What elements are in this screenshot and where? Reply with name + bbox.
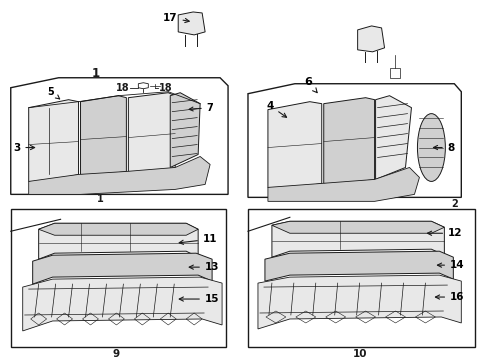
Polygon shape [29, 100, 79, 183]
Polygon shape [247, 209, 474, 347]
Text: 16: 16 [434, 292, 464, 302]
Polygon shape [389, 68, 399, 78]
Polygon shape [258, 275, 460, 329]
Text: 2: 2 [450, 199, 457, 210]
Polygon shape [267, 102, 321, 192]
Polygon shape [178, 12, 204, 35]
Polygon shape [22, 277, 222, 331]
Text: 18: 18 [115, 83, 129, 93]
Polygon shape [267, 167, 419, 201]
Text: 4: 4 [265, 101, 286, 117]
Text: 18: 18 [158, 83, 172, 93]
Text: 6: 6 [303, 77, 317, 93]
Polygon shape [357, 26, 384, 52]
Text: 17: 17 [163, 13, 189, 23]
Polygon shape [11, 209, 225, 347]
Text: 12: 12 [427, 228, 462, 238]
Polygon shape [170, 93, 200, 167]
Polygon shape [33, 253, 212, 284]
Polygon shape [247, 84, 460, 197]
Polygon shape [271, 221, 444, 257]
Text: 14: 14 [437, 260, 464, 270]
Polygon shape [81, 96, 126, 176]
Polygon shape [264, 251, 452, 281]
Polygon shape [375, 96, 410, 179]
Text: 3: 3 [13, 143, 35, 153]
Polygon shape [29, 157, 210, 194]
Text: 10: 10 [352, 349, 366, 359]
Text: 8: 8 [432, 143, 454, 153]
Text: 1: 1 [97, 194, 103, 204]
Text: 9: 9 [113, 349, 120, 359]
Polygon shape [39, 223, 198, 235]
Polygon shape [138, 83, 148, 89]
Ellipse shape [417, 114, 445, 181]
Polygon shape [11, 78, 227, 194]
Polygon shape [128, 93, 175, 175]
Text: 11: 11 [179, 234, 217, 244]
Text: 13: 13 [189, 262, 219, 272]
Text: 7: 7 [189, 103, 213, 113]
Text: 1: 1 [91, 67, 100, 80]
Text: 15: 15 [179, 294, 219, 304]
Polygon shape [39, 223, 198, 259]
Polygon shape [323, 98, 374, 185]
Text: 5: 5 [47, 87, 60, 99]
Polygon shape [271, 221, 444, 233]
